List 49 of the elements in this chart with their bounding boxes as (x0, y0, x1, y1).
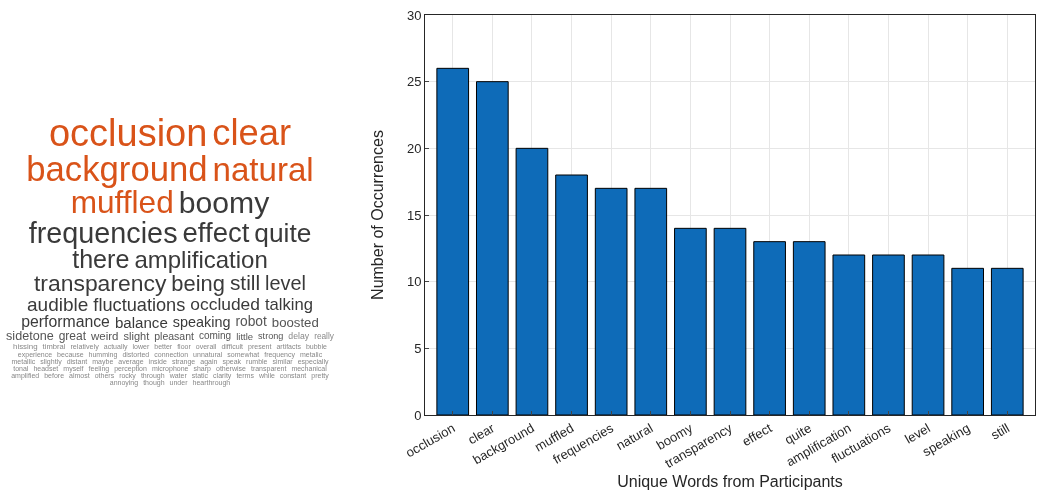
bar (555, 174, 588, 415)
text: speaking (172, 314, 231, 331)
text: really (314, 331, 334, 342)
bar (832, 254, 866, 415)
y-tick-label: 30 (406, 7, 422, 23)
bar (872, 254, 905, 415)
text: balance (114, 313, 168, 331)
text: level (265, 272, 306, 294)
y-tick-label: 20 (406, 140, 422, 156)
text: transparency (34, 270, 167, 297)
text: slight (123, 329, 150, 342)
bar (792, 241, 826, 415)
text: pleasant (154, 330, 194, 343)
text: little (236, 330, 254, 342)
text: performance (21, 313, 110, 331)
bar (990, 267, 1024, 415)
bar (951, 267, 985, 415)
text: being (171, 271, 225, 296)
bar (911, 254, 945, 415)
text: strong (258, 330, 284, 342)
text: effect (182, 217, 250, 249)
bar (713, 227, 747, 415)
x-tick-label: effect (739, 420, 775, 450)
bar (753, 241, 786, 415)
text: weird (91, 329, 119, 343)
y-tick-label: 15 (406, 207, 422, 223)
bar (674, 227, 707, 415)
text: sidetone (6, 329, 54, 344)
bar (594, 187, 628, 415)
text: clear (212, 112, 292, 154)
y-tick-label: 10 (406, 274, 422, 290)
text: coming (198, 330, 232, 342)
bar (515, 147, 549, 415)
bar (634, 187, 668, 415)
bar (475, 81, 509, 415)
bar (436, 67, 470, 415)
y-axis-title: Number of Occurrences (369, 130, 386, 300)
text: boosted (271, 314, 319, 330)
x-tick-label: still (988, 420, 1013, 443)
y-tick-label: 5 (414, 340, 422, 356)
text: delay (288, 331, 310, 342)
text: talking (264, 294, 313, 314)
text: robot (235, 314, 267, 330)
y-tick-label: 25 (406, 74, 422, 90)
text: great (58, 329, 87, 344)
x-axis-title: Unique Words from Participants (617, 472, 843, 490)
text: still (229, 271, 261, 295)
y-tick-label: 0 (414, 407, 422, 423)
text: frequencies (28, 216, 178, 249)
